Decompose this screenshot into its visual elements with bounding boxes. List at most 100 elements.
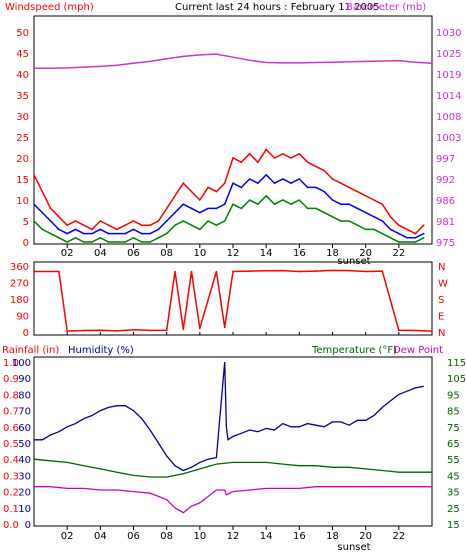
direction-data-point bbox=[215, 270, 218, 273]
wind-data-point bbox=[356, 207, 359, 210]
direction-data-point bbox=[83, 329, 85, 332]
wind-data-point bbox=[232, 203, 234, 205]
wind-ytick-label: 5 bbox=[23, 217, 29, 228]
wind-data-point bbox=[33, 203, 35, 205]
wind-data-point bbox=[265, 195, 268, 197]
wind-data-point bbox=[248, 153, 251, 155]
humidity-ytick-label: 30 bbox=[18, 471, 31, 482]
wind-data-point bbox=[174, 211, 176, 214]
wind-data-point bbox=[58, 237, 60, 239]
rain-ytick-label: 0.8 bbox=[3, 390, 19, 401]
direction-data-point bbox=[116, 330, 118, 332]
wind-data-point bbox=[364, 195, 367, 197]
direction-data-point bbox=[132, 329, 135, 331]
wind-data-point bbox=[240, 161, 243, 163]
humidity-ytick-label: 90 bbox=[18, 374, 31, 385]
compass-ytick-label: W bbox=[438, 279, 448, 290]
wind-data-point bbox=[33, 174, 35, 176]
barometer-ytick-label: 1008 bbox=[436, 112, 461, 123]
wind-data-point bbox=[373, 216, 375, 218]
compass-ytick-label: N bbox=[438, 262, 445, 273]
direction-data-point bbox=[331, 269, 334, 272]
wind-ytick-label: 10 bbox=[16, 196, 29, 207]
wind-data-point bbox=[406, 241, 408, 243]
direction-data-point bbox=[182, 328, 185, 331]
direction-data-point bbox=[364, 270, 367, 273]
wind-data-point bbox=[74, 237, 77, 239]
barometer-ytick-label: 992 bbox=[436, 175, 455, 186]
wind-data-point bbox=[398, 241, 400, 243]
dewpoint-line bbox=[34, 486, 432, 514]
wind-data-point bbox=[331, 216, 334, 218]
wind-data-point bbox=[257, 161, 259, 163]
humidity-xtick-label: 22 bbox=[392, 531, 405, 542]
wind-data-point bbox=[41, 190, 44, 193]
direction-data-point bbox=[265, 270, 268, 272]
humidity-xtick-label: 14 bbox=[260, 531, 273, 542]
wind-data-point bbox=[124, 232, 126, 235]
direction-data-point bbox=[431, 330, 433, 332]
wind-xtick-label: 02 bbox=[61, 248, 74, 259]
wind-ytick-label: 0 bbox=[23, 238, 29, 249]
wind-data-point bbox=[190, 224, 193, 226]
wind-data-point bbox=[414, 237, 417, 239]
barometer-ytick-label: 1003 bbox=[436, 133, 461, 144]
wind-data-point bbox=[340, 220, 342, 222]
wind-data-point bbox=[91, 241, 93, 243]
temperature-ytick-label: 75 bbox=[447, 423, 460, 434]
direction-data-point bbox=[165, 329, 168, 332]
wind-data-point bbox=[66, 241, 68, 243]
wind-data-point bbox=[116, 228, 118, 231]
wind-data-point bbox=[107, 224, 110, 226]
direction-data-point bbox=[190, 270, 193, 273]
wind-data-point bbox=[141, 241, 143, 243]
wind-data-point bbox=[265, 148, 268, 151]
wind-data-point bbox=[99, 220, 102, 222]
direction-data-point bbox=[199, 327, 201, 330]
direction-data-point bbox=[66, 330, 68, 332]
wind-data-point bbox=[323, 169, 326, 172]
wind-data-point bbox=[207, 186, 209, 189]
wind-data-point bbox=[257, 182, 259, 184]
wind-xtick-label: 10 bbox=[193, 248, 206, 259]
humidity-xtick-label: 12 bbox=[227, 531, 240, 542]
humidity-ytick-label: 80 bbox=[18, 390, 31, 401]
temperature-ytick-label: 115 bbox=[447, 358, 466, 369]
direction-line bbox=[34, 269, 433, 332]
wind-data-point bbox=[58, 216, 60, 218]
wind-xtick-label: 12 bbox=[227, 248, 240, 259]
header-temperature-label: Temperature (°F) bbox=[311, 345, 397, 356]
wind-data-point bbox=[157, 220, 160, 222]
wind-xtick-label: 06 bbox=[127, 248, 140, 259]
direction-data-point bbox=[315, 270, 317, 272]
wind-data-point bbox=[364, 211, 367, 214]
rain-ytick-label: 0.5 bbox=[3, 439, 19, 450]
panel-humidity-frame bbox=[33, 356, 433, 527]
wind-data-point bbox=[248, 178, 251, 180]
humidity-ytick-label: 70 bbox=[18, 407, 31, 418]
wind-ytick-label: 45 bbox=[16, 49, 29, 60]
humidity-xtick-label: 16 bbox=[293, 531, 306, 542]
wind-data-point bbox=[406, 237, 408, 239]
wind-data-point bbox=[99, 228, 102, 231]
wind-data-point bbox=[49, 220, 52, 222]
wind-data-point bbox=[356, 190, 359, 193]
direction-ytick-label: 90 bbox=[16, 312, 29, 323]
rain-ytick-label: 0.1 bbox=[3, 504, 19, 515]
wind-data-point bbox=[348, 186, 350, 189]
direction-ytick-label: 0 bbox=[23, 328, 29, 339]
wind-data-point bbox=[49, 207, 52, 210]
wind-data-point bbox=[257, 203, 259, 205]
temperature-ytick-label: 15 bbox=[447, 520, 460, 531]
wind-data-point bbox=[240, 207, 243, 210]
humidity-xtick-label: 02 bbox=[61, 531, 74, 542]
wind-data-point bbox=[273, 157, 276, 159]
wind-data-point bbox=[315, 207, 317, 210]
wind-data-point bbox=[215, 207, 218, 210]
wind-data-point bbox=[132, 220, 135, 222]
wind-data-point bbox=[91, 228, 93, 231]
temperature-ytick-label: 105 bbox=[447, 374, 466, 385]
wind-data-point bbox=[331, 199, 334, 201]
header-title: Current last 24 hours : February 11 2005 bbox=[175, 2, 380, 13]
